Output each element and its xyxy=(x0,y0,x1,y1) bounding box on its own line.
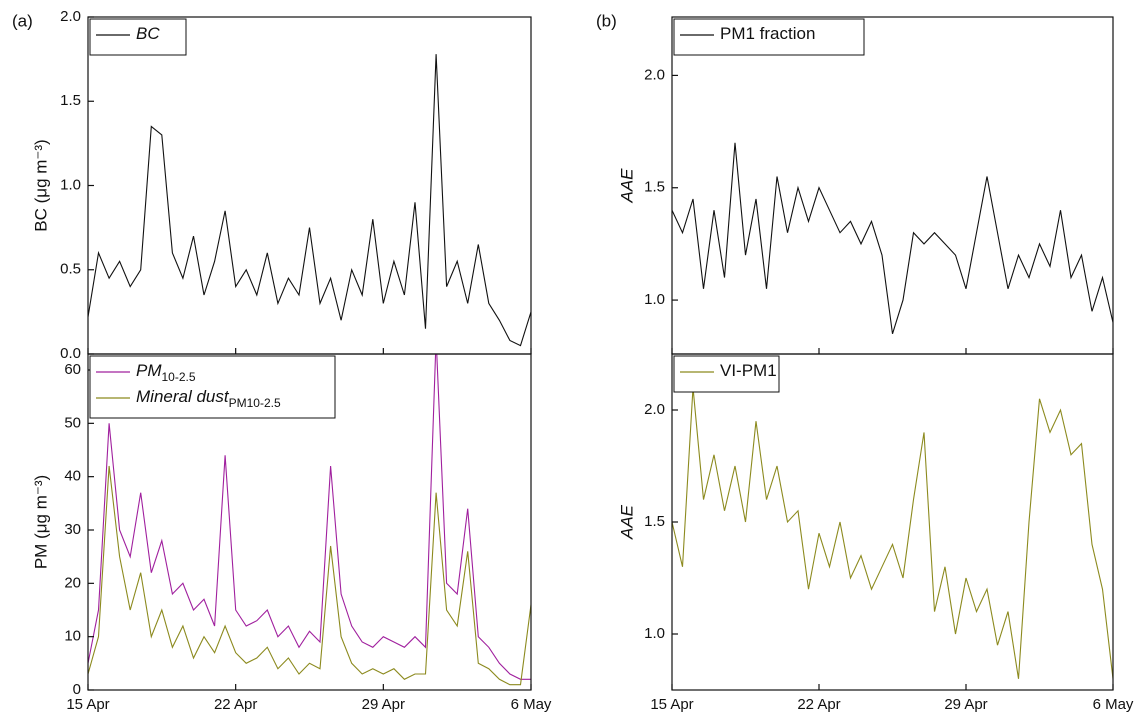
legend-box xyxy=(673,18,865,56)
plot-frame xyxy=(87,16,532,355)
x-tick-label: 6 May xyxy=(511,696,552,713)
y-tick-label: 1.0 xyxy=(60,176,81,193)
y-tick-label: 2.0 xyxy=(60,8,81,25)
data-line xyxy=(88,354,531,680)
y-tick-label: 1.5 xyxy=(644,179,665,196)
y-tick-label: 1.5 xyxy=(644,513,665,530)
x-tick-label: 6 May xyxy=(1093,696,1134,713)
legend-box xyxy=(89,355,336,419)
data-line xyxy=(88,54,531,347)
legend-name: PM xyxy=(136,361,162,380)
y-tick-label: 20 xyxy=(64,574,81,591)
legend-box xyxy=(89,18,187,56)
y-tick-label: 2.0 xyxy=(644,66,665,83)
legend-subscript: 10-2.5 xyxy=(162,370,196,384)
data-line xyxy=(88,465,531,686)
legend-name: PM1 fraction xyxy=(720,24,815,43)
x-tick-label: 22 Apr xyxy=(214,696,257,713)
legend-entry: PM10-2.5 xyxy=(136,361,196,384)
panel-label: (b) xyxy=(596,11,617,30)
plot-frame xyxy=(671,353,1114,691)
legend-entry: VI-PM1 xyxy=(720,361,777,380)
data-line xyxy=(672,387,1113,679)
y-axis-label: PM (μg m⁻³) xyxy=(31,475,50,569)
y-tick-label: 30 xyxy=(64,521,81,538)
y-tick-label: 60 xyxy=(64,361,81,378)
y-axis-label: BC (μg m⁻³) xyxy=(31,139,50,231)
y-tick-label: 50 xyxy=(64,414,81,431)
legend-subscript: PM10-2.5 xyxy=(229,396,281,410)
x-tick-label: 29 Apr xyxy=(362,696,405,713)
y-tick-label: 0 xyxy=(73,681,81,698)
y-axis-label: AAE xyxy=(617,168,636,204)
y-tick-label: 1.5 xyxy=(60,92,81,109)
legend-entry: PM1 fraction xyxy=(720,24,815,43)
panel-label: (a) xyxy=(12,11,33,30)
legend-box xyxy=(673,355,780,393)
x-tick-label: 15 Apr xyxy=(650,696,693,713)
x-tick-label: 15 Apr xyxy=(66,696,109,713)
legend-entry: BC xyxy=(136,24,160,43)
data-line xyxy=(672,142,1113,334)
y-tick-label: 1.0 xyxy=(644,625,665,642)
plot-frame xyxy=(671,16,1114,355)
y-tick-label: 0.5 xyxy=(60,261,81,278)
legend-entry: Mineral dustPM10-2.5 xyxy=(136,387,281,410)
y-tick-label: 40 xyxy=(64,468,81,485)
x-tick-label: 22 Apr xyxy=(797,696,840,713)
y-tick-label: 0.0 xyxy=(60,345,81,362)
legend-name: Mineral dust xyxy=(136,387,230,406)
legend-name: VI-PM1 xyxy=(720,361,777,380)
y-tick-label: 2.0 xyxy=(644,401,665,418)
y-tick-label: 1.0 xyxy=(644,291,665,308)
y-tick-label: 10 xyxy=(64,628,81,645)
legend-name: BC xyxy=(136,24,160,43)
x-tick-label: 29 Apr xyxy=(944,696,987,713)
y-axis-label: AAE xyxy=(617,504,636,540)
plot-frame xyxy=(87,353,532,691)
